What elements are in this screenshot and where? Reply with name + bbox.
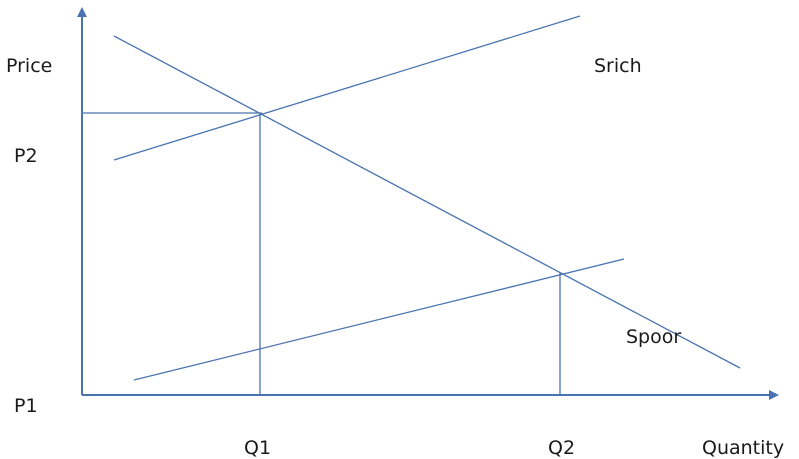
supply-rich-label: Srich	[594, 55, 642, 77]
supply-poor-label: Spoor	[626, 326, 681, 348]
p1-label: P1	[14, 395, 38, 417]
supply-line-rich	[113, 15, 581, 161]
q1-label: Q1	[244, 437, 271, 459]
x-axis-label: Quantity	[702, 437, 784, 459]
demand-line	[113, 35, 741, 369]
p2-label: P2	[14, 145, 38, 167]
supply-line-poor	[133, 258, 625, 381]
y-axis-label: Price	[6, 55, 52, 77]
q2-label: Q2	[548, 437, 575, 459]
